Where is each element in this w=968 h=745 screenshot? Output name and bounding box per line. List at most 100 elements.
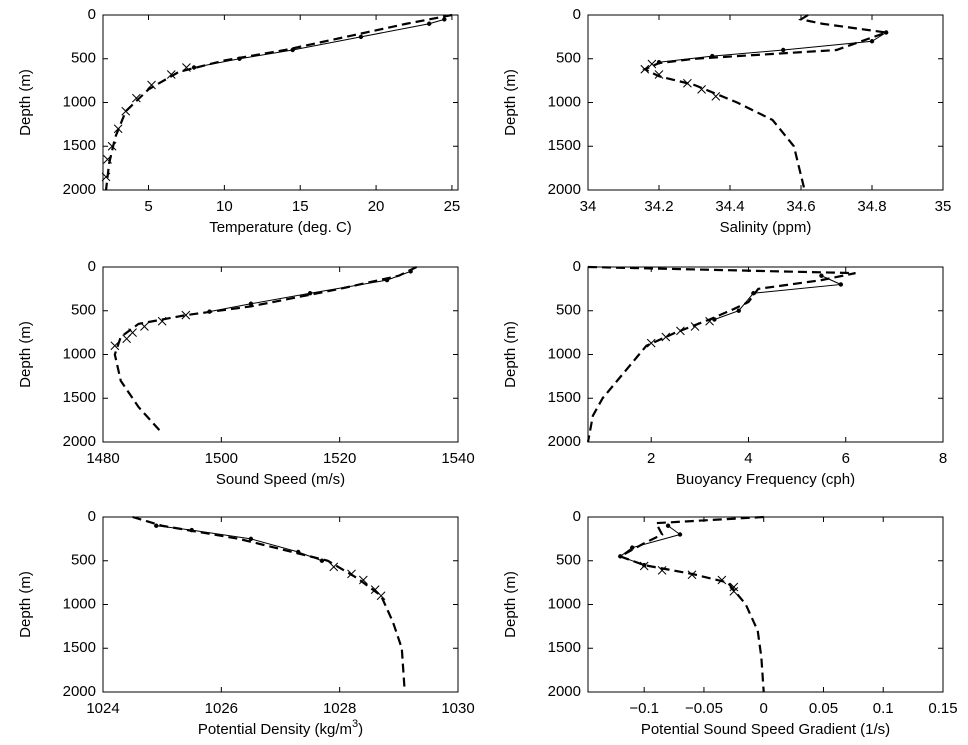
cross-marker	[676, 326, 685, 336]
cross-marker	[157, 316, 167, 326]
x-axis-label-text: Temperature (deg. C)	[209, 219, 352, 236]
x-axis-label: Buoyancy Frequency (cph)	[676, 471, 855, 488]
dot-marker	[408, 269, 413, 274]
dot-marker	[319, 558, 325, 563]
x-axis-label-text: Buoyancy Frequency (cph)	[676, 471, 855, 488]
x-axis-label-text: Salinity (ppm)	[720, 219, 812, 236]
x-tick-label: 25	[444, 198, 461, 215]
cross-marker	[347, 569, 356, 579]
dot-marker	[781, 47, 786, 53]
x-tick-label: 0.1	[873, 700, 894, 717]
x-axis-label-text: Sound Speed (m/s)	[216, 471, 345, 488]
y-tick-label: 2000	[63, 683, 96, 700]
y-tick-label: 2000	[548, 683, 581, 700]
y-axis-label: Depth (m)	[17, 321, 34, 388]
dot-marker	[630, 545, 635, 550]
dot-marker	[838, 282, 844, 287]
dot-marker	[712, 317, 717, 322]
x-tick-label: 15	[292, 198, 309, 215]
y-tick-label: 0	[88, 6, 96, 23]
dot-marker	[710, 53, 715, 59]
profile-line	[104, 13, 453, 191]
y-axis-label: Depth (m)	[502, 69, 519, 136]
dot-marker	[884, 30, 889, 35]
x-tick-label: 10	[216, 198, 233, 215]
dot-marker	[442, 17, 447, 22]
x-tick-label: 2	[647, 450, 655, 467]
y-tick-label: 500	[71, 552, 96, 569]
x-axis-label-end: )	[358, 721, 363, 738]
cross-marker	[121, 106, 131, 116]
x-axis-label-text: Potential Sound Speed Gradient (1/s)	[641, 721, 890, 738]
cross-marker	[654, 70, 664, 79]
x-tick-label: 0.05	[809, 700, 838, 717]
x-tick-label: −0.05	[685, 700, 723, 717]
dot-marker	[869, 39, 875, 44]
dot-marker	[307, 291, 313, 296]
x-tick-label: 5	[144, 198, 152, 215]
x-axis-label: Salinity (ppm)	[720, 219, 812, 236]
y-tick-label: 1500	[548, 137, 581, 154]
cross-marker	[705, 316, 714, 326]
cross-marker	[729, 587, 739, 596]
cross-marker	[113, 124, 123, 134]
cross-marker	[110, 341, 120, 351]
y-tick-label: 0	[88, 508, 96, 525]
y-tick-label: 500	[556, 302, 581, 319]
x-axis-label: Temperature (deg. C)	[209, 219, 352, 236]
x-tick-label: 1024	[86, 700, 119, 717]
y-axis-label: Depth (m)	[502, 321, 519, 388]
x-tick-label: −0.1	[629, 700, 659, 717]
y-tick-label: 500	[71, 50, 96, 67]
cross-marker	[329, 562, 339, 572]
x-tick-label: 6	[842, 450, 850, 467]
plot-area	[587, 14, 944, 191]
y-tick-label: 2000	[548, 433, 581, 450]
x-tick-label: 35	[935, 198, 952, 215]
x-axis-label-sup: 3	[352, 718, 358, 730]
cross-marker	[181, 310, 191, 320]
x-axis-label: Sound Speed (m/s)	[216, 471, 345, 488]
cross-marker	[376, 591, 386, 601]
x-tick-label: 1028	[323, 700, 356, 717]
dot-marker	[154, 523, 159, 528]
x-tick-label: 1030	[441, 700, 474, 717]
y-tick-label: 0	[573, 508, 581, 525]
plot-area	[102, 14, 459, 191]
profile-line	[193, 18, 445, 68]
y-tick-label: 1500	[548, 639, 581, 656]
y-tick-label: 1000	[63, 595, 96, 612]
y-tick-label: 1500	[548, 389, 581, 406]
cross-marker	[683, 78, 692, 88]
dot-marker	[358, 34, 364, 40]
cross-marker	[717, 575, 727, 585]
x-tick-label: 34.6	[786, 198, 815, 215]
y-tick-label: 500	[556, 552, 581, 569]
y-tick-label: 2000	[63, 433, 96, 450]
y-tick-label: 1500	[63, 389, 96, 406]
profile-line	[132, 515, 406, 693]
x-axis-label-text: Potential Density (kg/m	[198, 721, 352, 738]
dot-marker	[248, 536, 254, 542]
dot-marker	[751, 291, 756, 296]
dot-marker	[290, 47, 295, 53]
cross-marker	[697, 85, 706, 94]
cross-marker	[166, 70, 176, 79]
y-tick-label: 0	[88, 258, 96, 275]
dot-marker	[384, 277, 390, 283]
dot-marker	[656, 60, 662, 65]
x-tick-label: 4	[744, 450, 752, 467]
dot-marker	[819, 273, 824, 278]
x-tick-label: 20	[368, 198, 385, 215]
y-tick-label: 0	[573, 258, 581, 275]
cross-marker	[103, 155, 112, 164]
y-tick-label: 1000	[63, 345, 96, 362]
dot-marker	[296, 549, 301, 555]
cross-marker	[661, 332, 671, 342]
plot-area	[587, 266, 944, 443]
cross-marker	[687, 570, 697, 580]
dot-marker	[736, 308, 741, 313]
x-tick-label: 1540	[441, 450, 474, 467]
x-axis-label: Potential Density (kg/m3)	[198, 718, 363, 738]
plot-area	[102, 516, 459, 693]
